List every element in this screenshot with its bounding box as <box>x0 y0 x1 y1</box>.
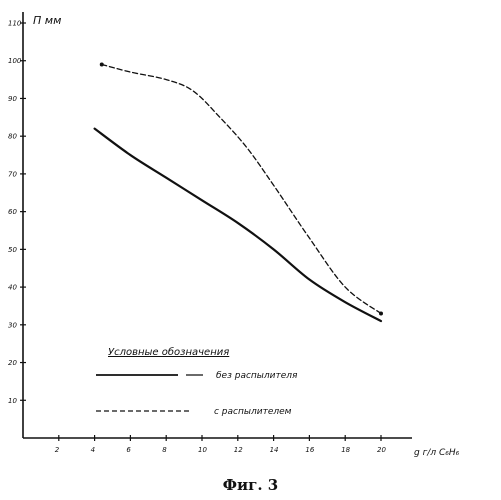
x-axis-label: g г/л C₆H₆ <box>414 448 460 458</box>
x-tick-label: 14 <box>270 446 279 454</box>
y-tick-label: 10 <box>8 397 17 405</box>
series-line-dashed <box>102 65 381 314</box>
x-tick-label: 6 <box>126 446 131 454</box>
series-endpoint <box>100 63 104 67</box>
legend-title: Условные обозначения <box>108 346 229 358</box>
legend: Условные обозначения без распылителя с ра… <box>96 346 298 417</box>
y-tick-label: 50 <box>8 246 17 254</box>
y-tick-label: 30 <box>8 321 17 329</box>
chart: П мм g г/л C₆H₆ 10 20 30 40 50 60 70 80 90 100 110… <box>0 0 501 470</box>
y-tick-label: 20 <box>8 359 17 367</box>
x-tick-label: 12 <box>234 446 243 454</box>
x-tick-label: 16 <box>305 446 314 454</box>
x-tick-label: 18 <box>341 446 350 454</box>
x-tick-label: 2 <box>55 446 60 454</box>
y-tick-label: 80 <box>8 133 17 141</box>
y-tick-label: 40 <box>8 284 17 292</box>
figure-caption: Фиг. 3 <box>0 476 501 494</box>
legend-label: с распылителем <box>214 407 292 417</box>
y-tick-label: 90 <box>8 95 17 103</box>
x-tick-label: 20 <box>377 446 386 454</box>
series-endpoint <box>379 312 383 316</box>
x-tick-label: 8 <box>162 446 167 454</box>
x-tick-label: 10 <box>198 446 207 454</box>
y-tick-label: 100 <box>8 57 22 65</box>
y-tick-label: 110 <box>8 20 22 28</box>
series-line-solid <box>95 129 381 321</box>
y-axis-label: П мм <box>33 14 61 27</box>
x-tick-label: 4 <box>91 446 95 454</box>
y-tick-label: 70 <box>8 170 17 178</box>
y-tick-label: 60 <box>8 208 17 216</box>
legend-label: без распылителя <box>216 371 298 381</box>
